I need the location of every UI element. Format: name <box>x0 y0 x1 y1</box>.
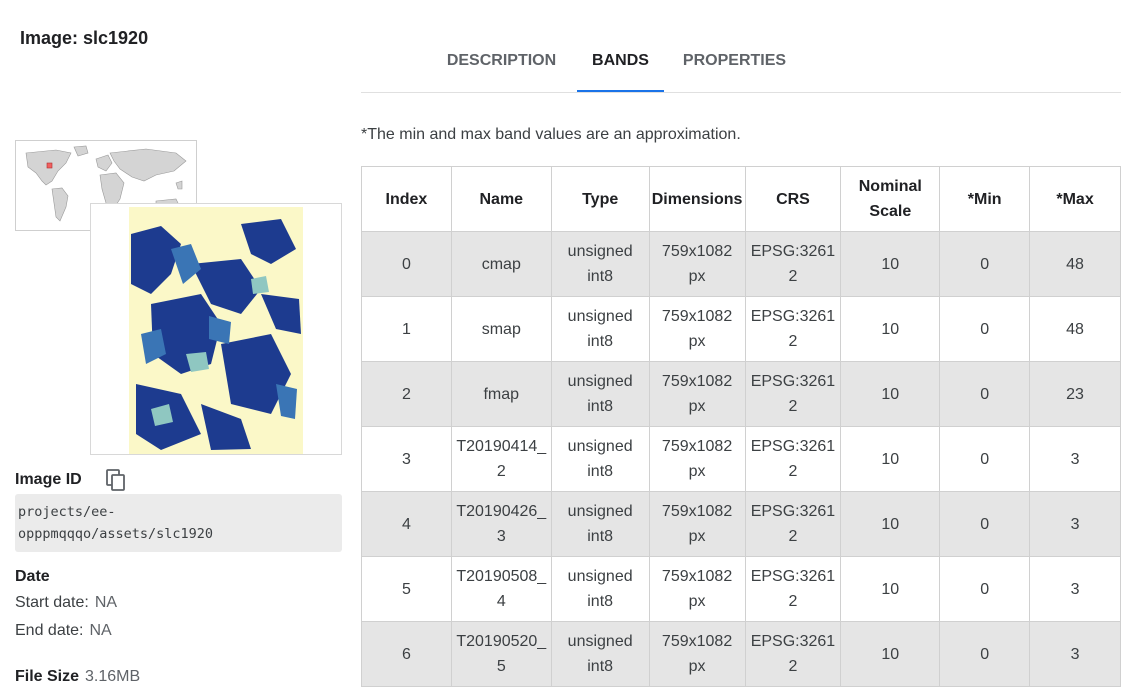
tab-description[interactable]: DESCRIPTION <box>446 52 557 69</box>
header-max: *Max <box>1029 166 1121 232</box>
cell-crs: EPSG:32612 <box>744 621 842 687</box>
cell-crs: EPSG:32612 <box>744 296 842 362</box>
start-date-label: Start date: <box>15 594 89 611</box>
cell-max: 3 <box>1029 426 1121 492</box>
header-crs: CRS <box>744 166 842 232</box>
cell-crs: EPSG:32612 <box>744 361 842 427</box>
cell-dimensions: 759x1082 px <box>648 231 746 297</box>
image-title: Image: slc1920 <box>20 28 149 48</box>
cell-max: 48 <box>1029 231 1121 297</box>
header-dimensions: Dimensions <box>648 166 746 232</box>
cell-index: 4 <box>361 491 452 557</box>
cell-dimensions: 759x1082 px <box>648 296 746 362</box>
start-date-row: Start date: NA <box>15 594 117 612</box>
tab-properties[interactable]: PROPERTIES <box>682 52 787 69</box>
cell-min: 0 <box>939 296 1031 362</box>
table-row: 1 smap unsigned int8 759x1082 px EPSG:32612 1… <box>361 296 1121 362</box>
cell-name: T20190426_3 <box>450 491 552 557</box>
cell-index: 6 <box>361 621 452 687</box>
cell-name: T20190520_5 <box>450 621 552 687</box>
cell-crs: EPSG:32612 <box>744 556 842 622</box>
location-marker <box>46 162 53 169</box>
table-row: 4 T20190426_3 unsigned int8 759x1082 px EPSG… <box>361 491 1121 557</box>
cell-index: 3 <box>361 426 452 492</box>
table-row: 6 T20190520_5 unsigned int8 759x1082 px EPSG… <box>361 621 1121 687</box>
cell-max: 3 <box>1029 556 1121 622</box>
end-date-row: End date: NA <box>15 622 112 640</box>
cell-type: unsigned int8 <box>550 491 650 557</box>
cell-min: 0 <box>939 361 1031 427</box>
header-nominal-scale: Nominal Scale <box>840 166 941 232</box>
cell-dimensions: 759x1082 px <box>648 556 746 622</box>
table-row: 2 fmap unsigned int8 759x1082 px EPSG:32612 1… <box>361 361 1121 427</box>
cell-min: 0 <box>939 231 1031 297</box>
header-name: Name <box>450 166 552 232</box>
file-size-value: 3.16MB <box>85 668 141 685</box>
cell-type: unsigned int8 <box>550 426 650 492</box>
image-id-label: Image ID <box>15 471 82 488</box>
image-id-value[interactable]: projects/ee- opppmqqqo/assets/slc1920 <box>15 494 342 552</box>
cell-crs: EPSG:32612 <box>744 231 842 297</box>
cell-min: 0 <box>939 426 1031 492</box>
image-id-line1: projects/ee- <box>18 504 116 520</box>
end-date-label: End date: <box>15 622 84 639</box>
cell-scale: 10 <box>840 231 941 297</box>
tab-bar: DESCRIPTION BANDS PROPERTIES <box>361 40 1121 93</box>
cell-max: 23 <box>1029 361 1121 427</box>
cell-index: 0 <box>361 231 452 297</box>
cell-index: 2 <box>361 361 452 427</box>
tab-bands[interactable]: BANDS <box>577 40 664 92</box>
header-min: *Min <box>939 166 1031 232</box>
cell-type: unsigned int8 <box>550 621 650 687</box>
cell-type: unsigned int8 <box>550 361 650 427</box>
cell-min: 0 <box>939 491 1031 557</box>
cell-max: 3 <box>1029 491 1121 557</box>
cell-type: unsigned int8 <box>550 556 650 622</box>
header-type: Type <box>550 166 650 232</box>
image-id-line2: opppmqqqo/assets/slc1920 <box>18 526 214 542</box>
cell-scale: 10 <box>840 556 941 622</box>
date-label: Date <box>15 568 50 585</box>
cell-scale: 10 <box>840 621 941 687</box>
cell-type: unsigned int8 <box>550 231 650 297</box>
table-row: 5 T20190508_4 unsigned int8 759x1082 px EPSG… <box>361 556 1121 622</box>
file-size-row: File Size 3.16MB <box>15 668 140 686</box>
cell-index: 5 <box>361 556 452 622</box>
cell-min: 0 <box>939 621 1031 687</box>
cell-name: smap <box>450 296 552 362</box>
cell-index: 1 <box>361 296 452 362</box>
end-date-value: NA <box>89 622 112 639</box>
cell-crs: EPSG:32612 <box>744 491 842 557</box>
file-size-label: File Size <box>15 668 80 685</box>
start-date-value: NA <box>94 594 118 611</box>
cell-max: 3 <box>1029 621 1121 687</box>
table-header-row: Index Name Type Dimensions CRS Nominal S… <box>361 166 1121 232</box>
cell-min: 0 <box>939 556 1031 622</box>
cell-dimensions: 759x1082 px <box>648 361 746 427</box>
cell-name: T20190414_2 <box>450 426 552 492</box>
table-row: 0 cmap unsigned int8 759x1082 px EPSG:32612 1… <box>361 231 1121 297</box>
bands-table: Index Name Type Dimensions CRS Nominal S… <box>361 166 1121 687</box>
cell-max: 48 <box>1029 296 1121 362</box>
cell-scale: 10 <box>840 426 941 492</box>
cell-dimensions: 759x1082 px <box>648 621 746 687</box>
cell-dimensions: 759x1082 px <box>648 491 746 557</box>
cell-dimensions: 759x1082 px <box>648 426 746 492</box>
table-row: 3 T20190414_2 unsigned int8 759x1082 px EPSG… <box>361 426 1121 492</box>
copy-icon[interactable] <box>104 468 128 492</box>
cell-name: cmap <box>450 231 552 297</box>
cell-scale: 10 <box>840 491 941 557</box>
cell-scale: 10 <box>840 296 941 362</box>
header-index: Index <box>361 166 452 232</box>
approximation-note: *The min and max band values are an appr… <box>361 126 741 143</box>
image-preview <box>90 203 342 455</box>
cell-name: fmap <box>450 361 552 427</box>
cell-type: unsigned int8 <box>550 296 650 362</box>
cell-name: T20190508_4 <box>450 556 552 622</box>
cell-crs: EPSG:32612 <box>744 426 842 492</box>
cell-scale: 10 <box>840 361 941 427</box>
